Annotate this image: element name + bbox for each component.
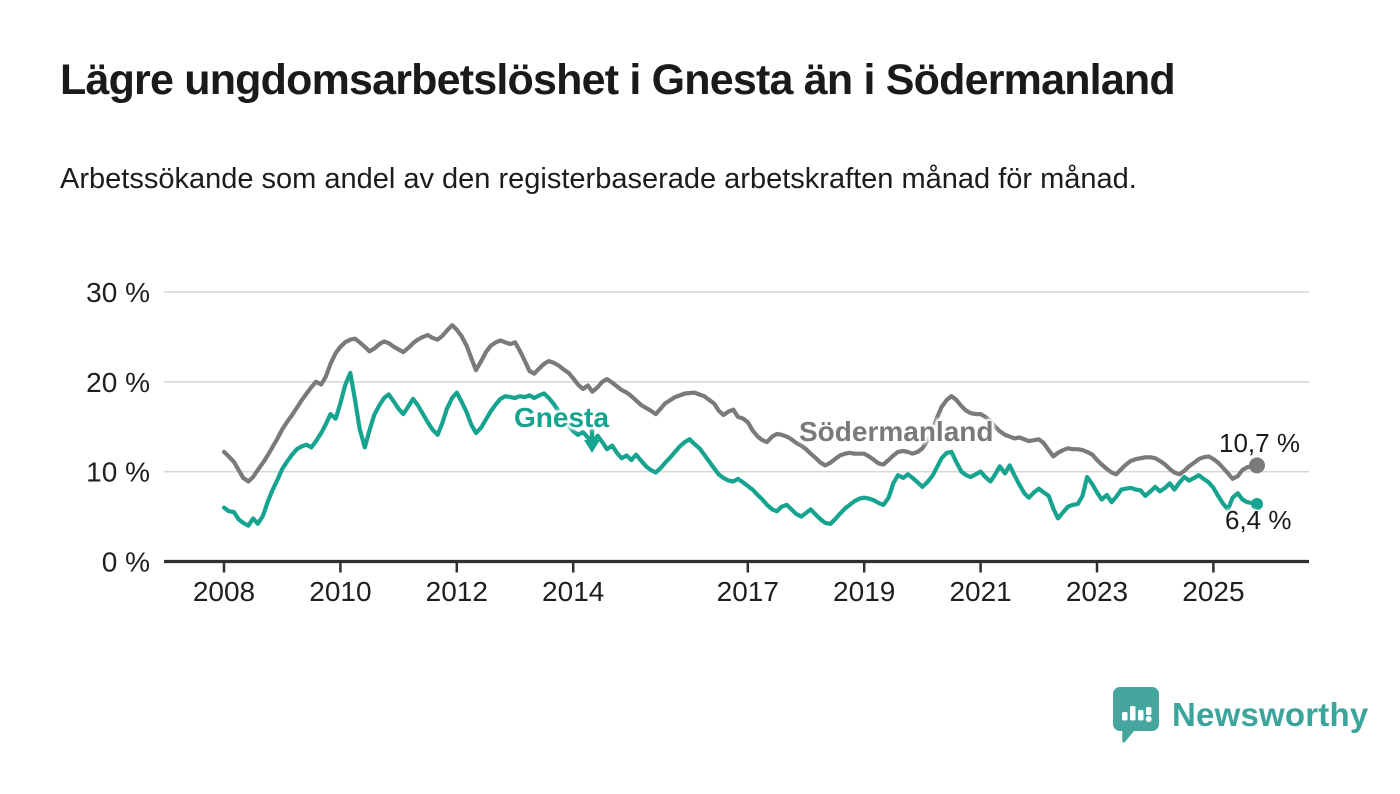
sodermanland-end-value: 10,7 % <box>1219 428 1300 458</box>
end-dot-södermanland <box>1249 457 1265 474</box>
x-axis-tick-label: 2025 <box>1182 576 1244 607</box>
page-title: Lägre ungdomsarbetslöshet i Gnesta än i … <box>60 56 1176 104</box>
y-axis-tick-label: 30 % <box>86 277 150 308</box>
gnesta-pointer-arrowhead-icon <box>584 440 600 453</box>
y-axis-tick-label: 20 % <box>86 367 150 398</box>
series-line-gnesta <box>221 370 1260 528</box>
gnesta-end-value: 6,4 % <box>1225 505 1292 535</box>
gnesta-series-label: Gnesta <box>514 402 609 433</box>
newsworthy-logo-icon <box>1113 687 1159 743</box>
x-axis-tick-label: 2023 <box>1066 576 1128 607</box>
chart-subtitle: Arbetssökande som andel av den registerb… <box>60 163 1137 195</box>
y-axis-tick-label: 0 % <box>102 547 150 578</box>
x-axis-tick-label: 2010 <box>309 576 371 607</box>
x-axis-tick-label: 2017 <box>717 576 779 607</box>
x-axis-tick-label: 2019 <box>833 576 895 607</box>
x-axis-tick-label: 2021 <box>949 576 1011 607</box>
sodermanland-series-label: Södermanland <box>799 416 994 447</box>
x-axis-tick-label: 2012 <box>426 576 488 607</box>
x-axis-tick-label: 2014 <box>542 576 604 607</box>
y-axis-tick-label: 10 % <box>86 457 150 488</box>
newsworthy-brand: Newsworthy <box>1112 686 1368 744</box>
x-axis-tick-label: 2008 <box>193 576 255 607</box>
end-dot-gnesta <box>1251 498 1263 510</box>
series-line-södermanland <box>221 323 1260 484</box>
newsworthy-wordmark: Newsworthy <box>1172 696 1369 733</box>
